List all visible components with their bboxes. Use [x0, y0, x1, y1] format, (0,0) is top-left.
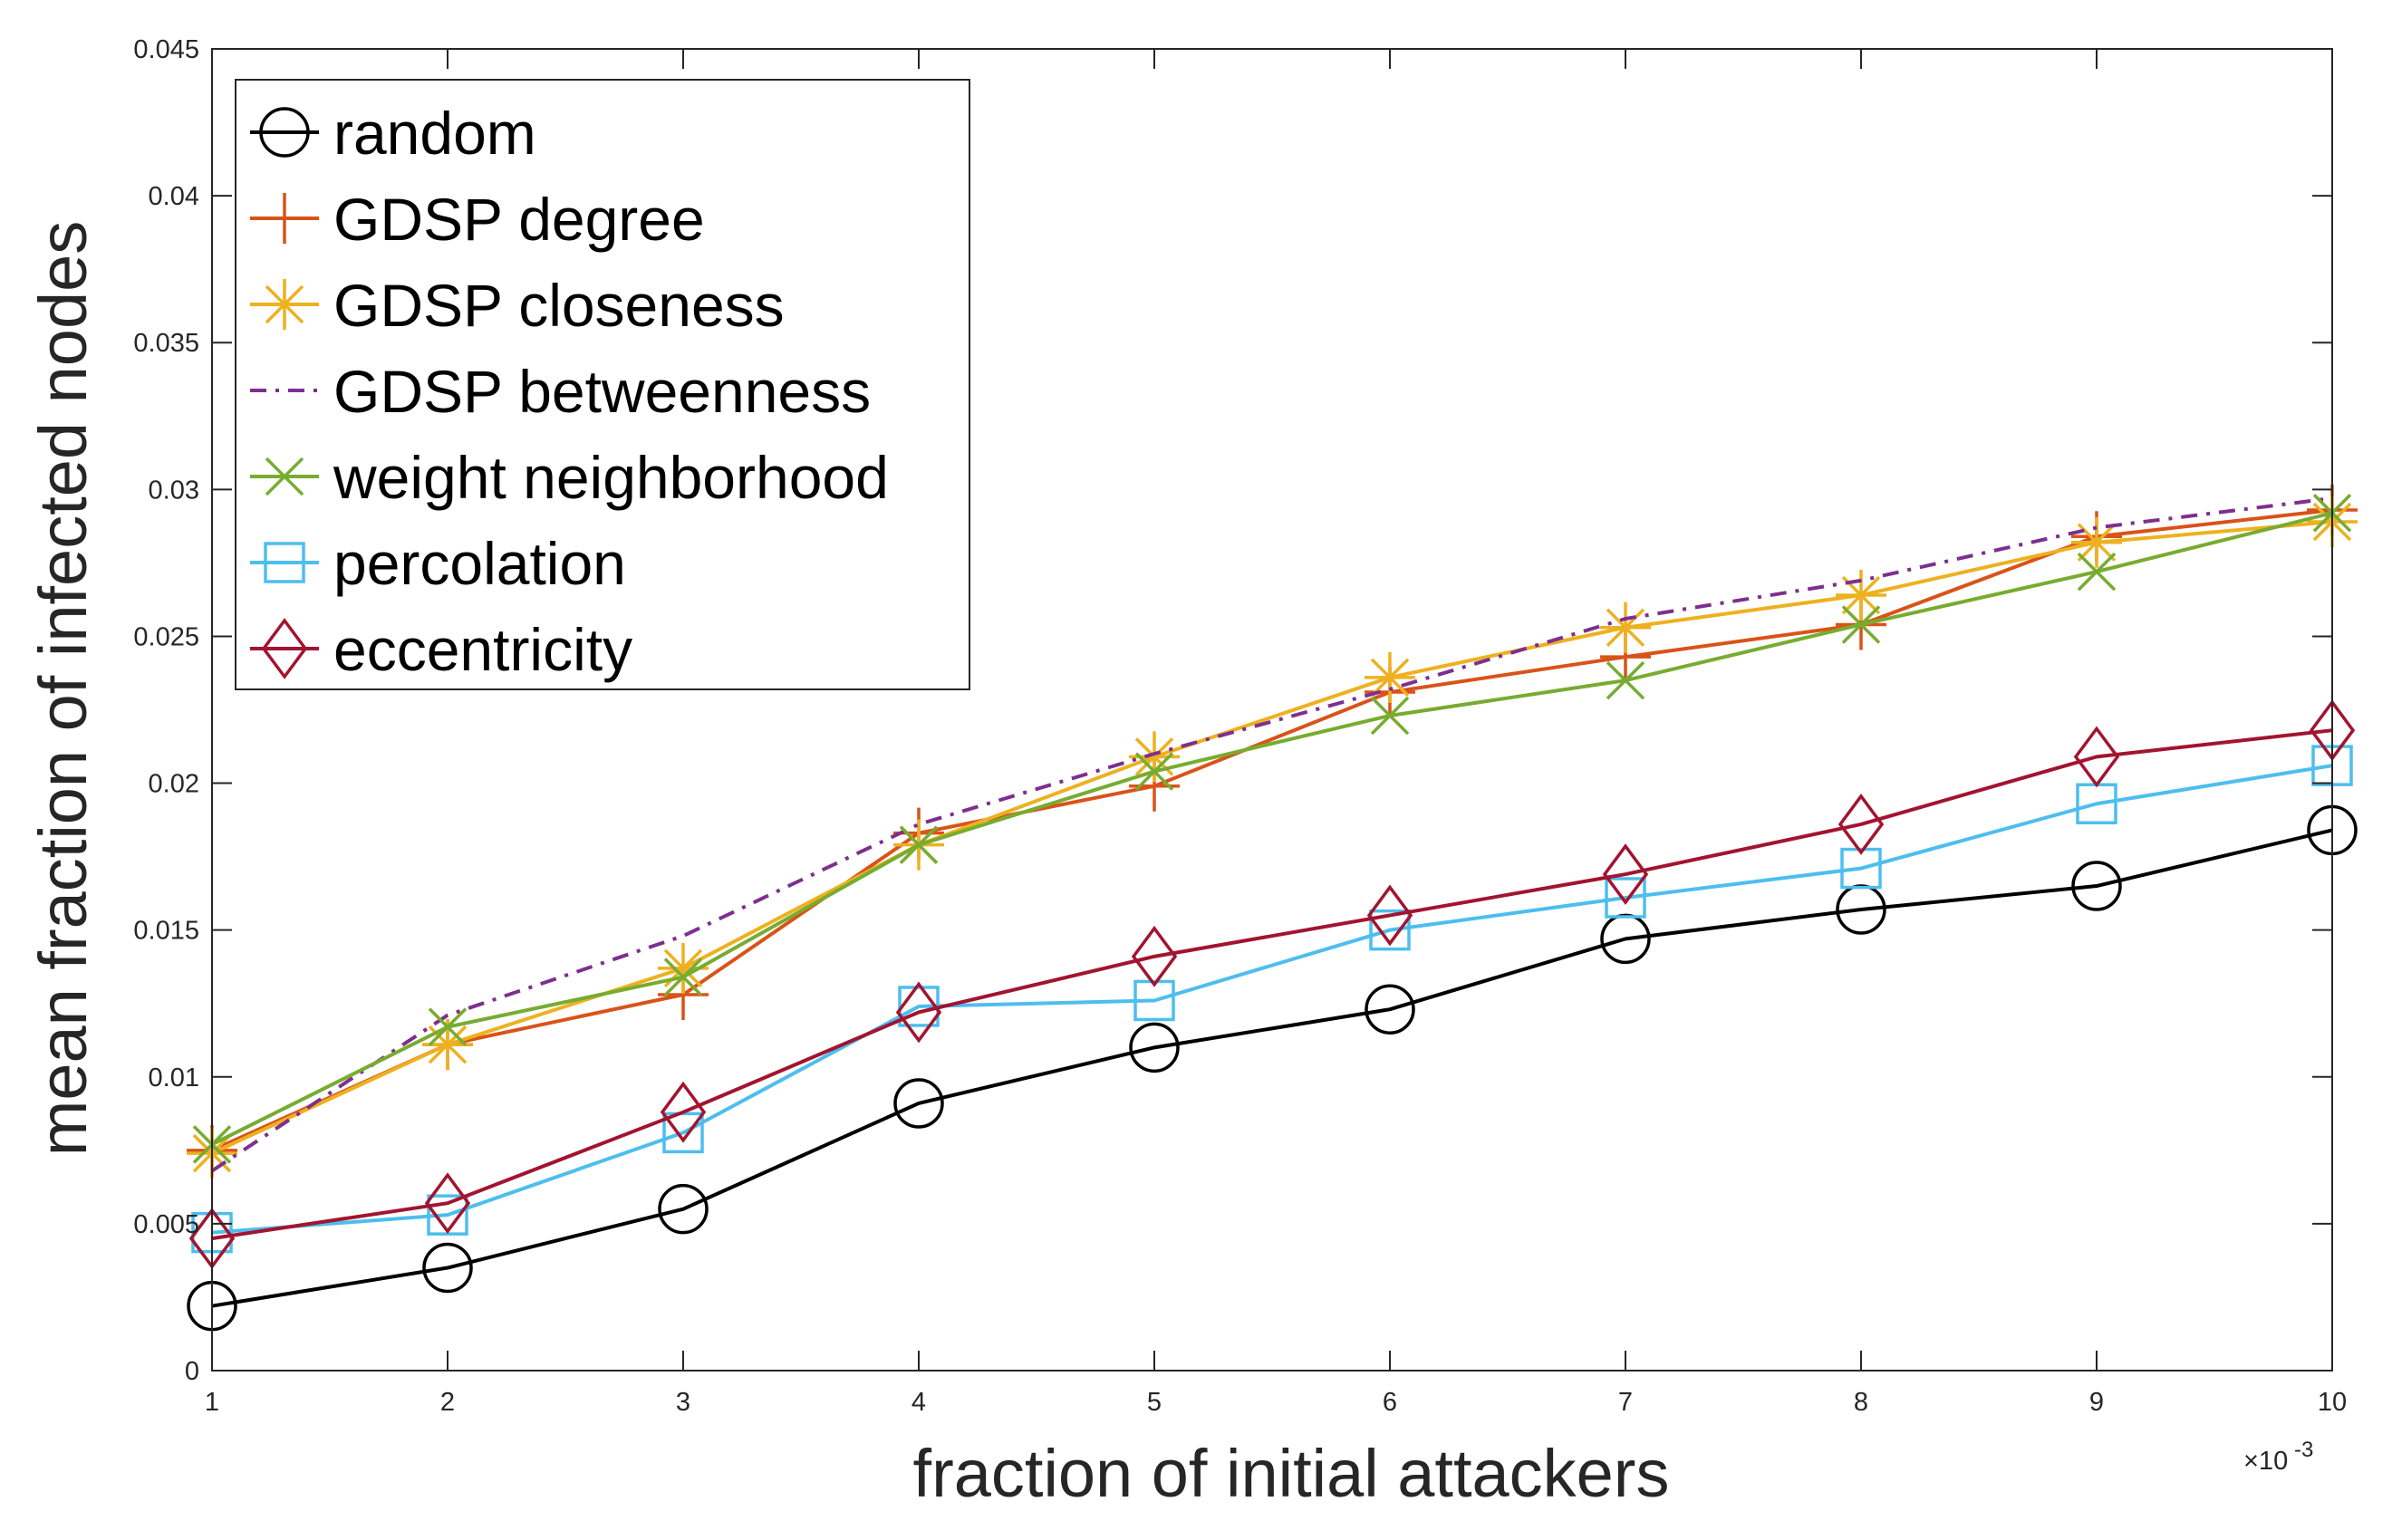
- legend-swatch-marker: [261, 618, 308, 679]
- data-point: [1133, 979, 1175, 1022]
- data-point: [2071, 861, 2122, 911]
- data-point: [658, 942, 709, 994]
- x-tick-label: 8: [1854, 1388, 1868, 1417]
- y-tick-label: 0.045: [133, 35, 199, 64]
- legend: random GDSP degree GDSP closeness GDSP betw…: [235, 79, 970, 690]
- y-tick-label: 0.04: [149, 182, 199, 211]
- legend-entry: GDSP closeness: [250, 272, 785, 339]
- y-tick-label: 0.035: [133, 329, 199, 358]
- data-point: [1370, 696, 1410, 736]
- x-tick-label: 10: [2318, 1388, 2347, 1417]
- series-line: [211, 511, 2333, 1147]
- data-point: [1605, 877, 1646, 919]
- data-point: [1134, 752, 1174, 791]
- series-line: [211, 520, 2333, 1155]
- y-axis-label: mean fraction of infected nodes: [25, 221, 101, 1157]
- series-gdsp-closeness: [187, 496, 2358, 1179]
- series-eccentricity: [188, 699, 2356, 1270]
- legend-swatch-marker: [259, 107, 310, 158]
- y-tick-label: 0.025: [133, 622, 199, 651]
- data-point: [1366, 884, 1413, 947]
- series-layer: [187, 485, 2358, 1332]
- legend-entry: weight neighborhood: [250, 444, 889, 511]
- legend-swatch-marker: [265, 457, 304, 496]
- data-point: [422, 1019, 473, 1071]
- data-point: [1606, 660, 1645, 700]
- y-tick-label: 0.01: [149, 1064, 199, 1092]
- x-tick-label: 6: [1383, 1388, 1397, 1417]
- y-tick-label: 0: [185, 1357, 199, 1386]
- ticks-layer: 1 2 3 4 5 6 7 8 9 10 0 0.005 0.01 0.015 0.02 0.025 0.03 0…: [133, 35, 2347, 1417]
- y-tick-label: 0.03: [149, 476, 199, 505]
- y-tick-label: 0.015: [133, 917, 199, 946]
- data-point: [663, 958, 703, 996]
- data-point: [2073, 726, 2120, 788]
- x-exponent-power: -3: [2294, 1438, 2313, 1462]
- data-point: [428, 1007, 468, 1046]
- data-point: [1365, 651, 1415, 703]
- legend-box: [235, 79, 970, 690]
- series-gdsp-betweenness: [210, 496, 2333, 1173]
- data-point: [1836, 570, 1886, 621]
- y-tick-label: 0.02: [149, 770, 199, 799]
- legend-entry: random: [250, 100, 536, 167]
- data-point: [893, 1078, 944, 1129]
- x-axis-label: fraction of initial attackers: [913, 1436, 1670, 1511]
- data-point: [1600, 602, 1651, 653]
- x-tick-label: 2: [440, 1388, 455, 1417]
- legend-entry: percolation: [250, 530, 626, 597]
- data-point: [424, 1172, 471, 1235]
- data-point: [895, 981, 942, 1044]
- data-point: [2077, 552, 2117, 592]
- legend-label: GDSP betweenness: [333, 358, 871, 425]
- series-line: [211, 828, 2333, 1308]
- series-line: [210, 496, 2333, 1173]
- x-exponent-base: ×10: [2243, 1447, 2288, 1476]
- legend-swatch-marker: [259, 279, 310, 330]
- x-tick-label: 7: [1618, 1388, 1633, 1417]
- data-point: [1841, 605, 1881, 644]
- legend-entry: GDSP degree: [250, 186, 705, 253]
- legend-label: GDSP degree: [333, 186, 705, 253]
- legend-label: eccentricity: [333, 616, 632, 683]
- legend-swatch-marker: [259, 193, 310, 244]
- legend-label: percolation: [333, 530, 626, 597]
- series-line: [211, 764, 2333, 1235]
- legend-label: weight neighborhood: [333, 444, 889, 511]
- legend-label: random: [333, 100, 536, 167]
- series-line: [211, 508, 2333, 1152]
- data-point: [1129, 1022, 1180, 1073]
- data-point: [1602, 843, 1649, 906]
- x-tick-label: 1: [205, 1388, 219, 1417]
- data-point: [1129, 731, 1180, 783]
- data-point: [1840, 847, 1882, 890]
- x-tick-label: 9: [2089, 1388, 2104, 1417]
- legend-swatch-marker: [264, 542, 305, 583]
- plot-frame: [211, 48, 2333, 1372]
- data-point: [658, 1183, 709, 1235]
- legend-entry: eccentricity: [250, 616, 632, 683]
- data-point: [1837, 794, 1885, 855]
- series-line: [211, 728, 2333, 1241]
- data-point: [2071, 516, 2122, 568]
- y-tick-label: 0.005: [133, 1210, 199, 1239]
- legend-entry: GDSP betweenness: [250, 358, 871, 425]
- x-tick-label: 3: [676, 1388, 690, 1417]
- x-tick-label: 4: [911, 1388, 926, 1417]
- data-point: [422, 1242, 473, 1294]
- data-point: [1131, 925, 1178, 987]
- x-tick-label: 5: [1147, 1388, 1162, 1417]
- data-point: [1369, 909, 1411, 951]
- data-point: [427, 1194, 468, 1236]
- data-point: [899, 825, 939, 864]
- data-point: [1365, 984, 1415, 1035]
- legend-label: GDSP closeness: [333, 272, 785, 339]
- x-axis-exponent: ×10 -3: [2243, 1438, 2313, 1476]
- data-point: [660, 1081, 707, 1143]
